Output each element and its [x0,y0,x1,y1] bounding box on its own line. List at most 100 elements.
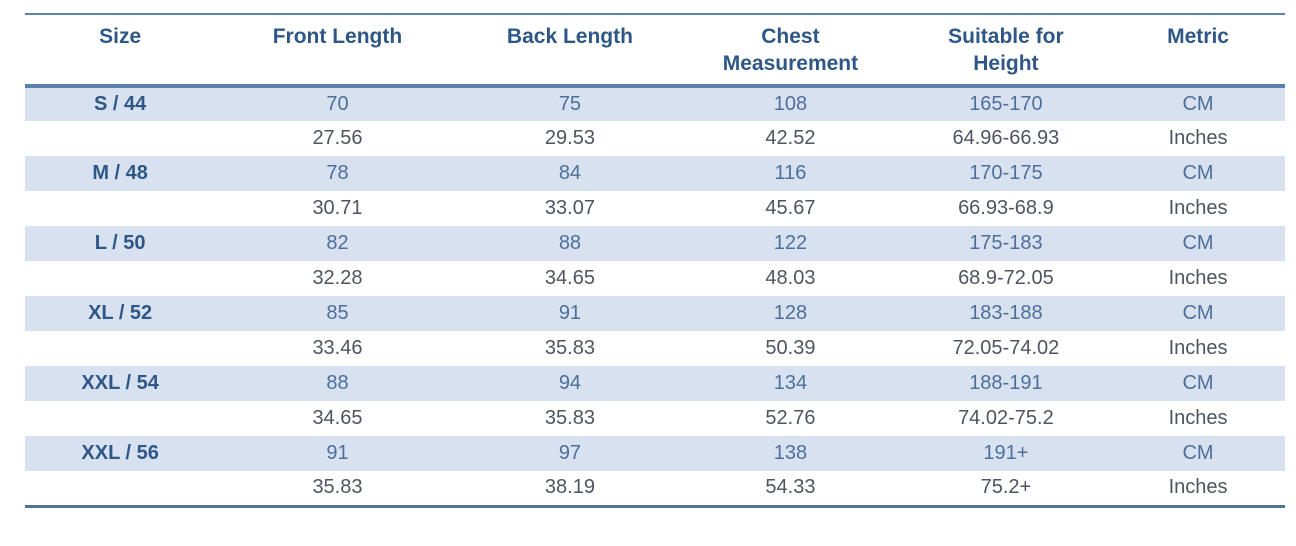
cell-front-length: 32.28 [215,261,460,296]
cell-front-length: 27.56 [215,121,460,156]
column-header-size: Size [25,14,216,88]
table-row: 27.56 29.53 42.52 64.96-66.93 Inches [25,121,1285,156]
column-header-suitable-height-label: Suitable for Height [948,25,1064,76]
cell-suitable-height: 74.02-75.2 [900,401,1112,436]
cell-back-length: 34.65 [459,261,681,296]
header-row: Size Front Length Back Length Chest Meas… [25,14,1285,88]
table-row: 34.65 35.83 52.76 74.02-75.2 Inches [25,401,1285,436]
cell-suitable-height: 72.05-74.02 [900,331,1112,366]
cell-chest-measurement: 128 [680,296,901,331]
cell-chest-measurement: 48.03 [680,261,901,296]
cell-front-length: 35.83 [215,471,460,506]
cell-metric: Inches [1111,121,1285,156]
cell-chest-measurement: 122 [680,226,901,261]
cell-metric: CM [1111,156,1285,191]
column-header-front-length: Front Length [215,14,460,88]
cell-back-length: 88 [459,226,681,261]
cell-size: XXL / 56 [25,436,216,471]
cell-metric: Inches [1111,401,1285,436]
cell-metric: CM [1111,436,1285,471]
cell-suitable-height: 191+ [900,436,1112,471]
cell-metric: CM [1111,296,1285,331]
cell-suitable-height: 175-183 [900,226,1112,261]
cell-front-length: 91 [215,436,460,471]
cell-back-length: 91 [459,296,681,331]
cell-front-length: 70 [215,86,460,121]
cell-chest-measurement: 138 [680,436,901,471]
cell-back-length: 38.19 [459,471,681,506]
cell-back-length: 35.83 [459,331,681,366]
cell-size [25,471,216,506]
cell-back-length: 35.83 [459,401,681,436]
cell-size [25,191,216,226]
cell-back-length: 29.53 [459,121,681,156]
cell-size [25,261,216,296]
column-header-back-length-label: Back Length [506,25,633,48]
column-header-metric: Metric [1111,14,1285,88]
table-row: 32.28 34.65 48.03 68.9-72.05 Inches [25,261,1285,296]
cell-chest-measurement: 54.33 [680,471,901,506]
cell-suitable-height: 66.93-68.9 [900,191,1112,226]
table-row: 33.46 35.83 50.39 72.05-74.02 Inches [25,331,1285,366]
cell-back-length: 94 [459,366,681,401]
cell-metric: Inches [1111,261,1285,296]
cell-front-length: 82 [215,226,460,261]
column-header-front-length-label: Front Length [272,25,403,48]
cell-suitable-height: 183-188 [900,296,1112,331]
cell-chest-measurement: 45.67 [680,191,901,226]
table-row: S / 44 70 75 108 165-170 CM [25,86,1285,121]
column-header-metric-label: Metric [1167,25,1229,48]
cell-back-length: 33.07 [459,191,681,226]
column-header-chest-measurement-label: Chest Measurement [722,25,859,76]
cell-size: XXL / 54 [25,366,216,401]
cell-suitable-height: 75.2+ [900,471,1112,506]
table-row: 30.71 33.07 45.67 66.93-68.9 Inches [25,191,1285,226]
cell-suitable-height: 188-191 [900,366,1112,401]
cell-back-length: 84 [459,156,681,191]
cell-metric: Inches [1111,191,1285,226]
cell-metric: Inches [1111,331,1285,366]
cell-suitable-height: 68.9-72.05 [900,261,1112,296]
cell-back-length: 75 [459,86,681,121]
cell-front-length: 85 [215,296,460,331]
cell-chest-measurement: 52.76 [680,401,901,436]
cell-size [25,401,216,436]
table-row: XXL / 56 91 97 138 191+ CM [25,436,1285,471]
table-row: XL / 52 85 91 128 183-188 CM [25,296,1285,331]
cell-size: XL / 52 [25,296,216,331]
cell-chest-measurement: 108 [680,86,901,121]
table-row: M / 48 78 84 116 170-175 CM [25,156,1285,191]
cell-metric: CM [1111,86,1285,121]
cell-front-length: 88 [215,366,460,401]
cell-metric: Inches [1111,471,1285,506]
size-chart-header: Size Front Length Back Length Chest Meas… [25,14,1285,88]
cell-suitable-height: 170-175 [900,156,1112,191]
cell-chest-measurement: 116 [680,156,901,191]
cell-size: S / 44 [25,86,216,121]
cell-size: L / 50 [25,226,216,261]
cell-chest-measurement: 134 [680,366,901,401]
size-chart-table: Size Front Length Back Length Chest Meas… [25,13,1285,508]
table-row: XXL / 54 88 94 134 188-191 CM [25,366,1285,401]
table-row: 35.83 38.19 54.33 75.2+ Inches [25,471,1285,506]
cell-front-length: 30.71 [215,191,460,226]
cell-metric: CM [1111,226,1285,261]
column-header-back-length: Back Length [459,14,681,88]
cell-back-length: 97 [459,436,681,471]
cell-metric: CM [1111,366,1285,401]
cell-suitable-height: 165-170 [900,86,1112,121]
cell-suitable-height: 64.96-66.93 [900,121,1112,156]
cell-front-length: 34.65 [215,401,460,436]
table-body: S / 44 70 75 108 165-170 CM 27.56 29.53 … [25,86,1285,506]
cell-size: M / 48 [25,156,216,191]
cell-size [25,121,216,156]
column-header-suitable-height: Suitable for Height [900,14,1112,88]
cell-front-length: 78 [215,156,460,191]
cell-front-length: 33.46 [215,331,460,366]
cell-chest-measurement: 50.39 [680,331,901,366]
cell-size [25,331,216,366]
column-header-size-label: Size [99,25,142,48]
column-header-chest-measurement: Chest Measurement [680,14,901,88]
table-row: L / 50 82 88 122 175-183 CM [25,226,1285,261]
cell-chest-measurement: 42.52 [680,121,901,156]
